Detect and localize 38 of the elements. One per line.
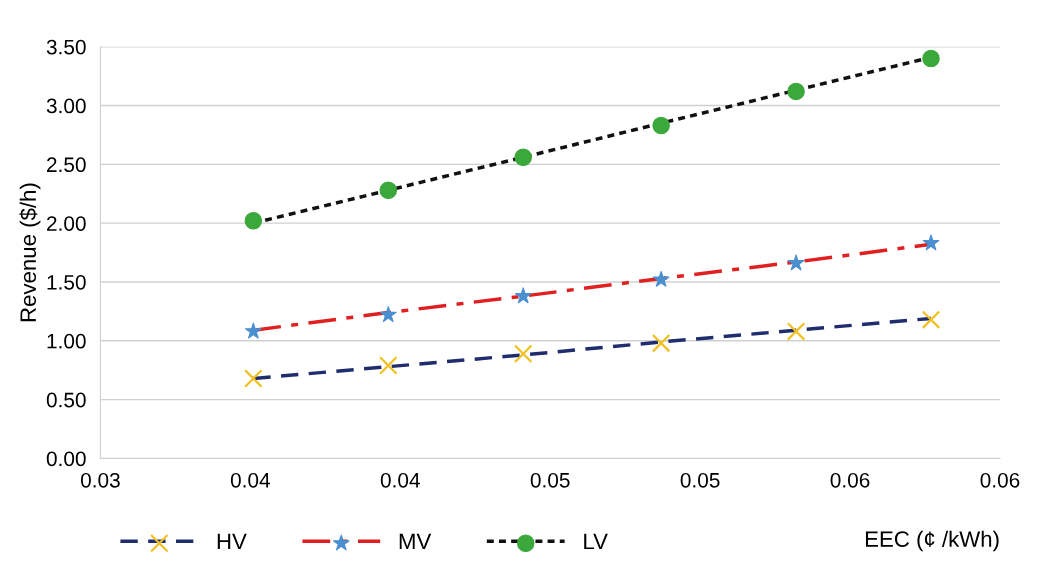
x-tick-label: 0.03: [80, 472, 120, 488]
point: [513, 344, 533, 364]
legend-label: MV: [399, 533, 432, 550]
y-tick-label: 3.00: [46, 98, 86, 114]
legend-label: HV: [217, 533, 247, 550]
point: [651, 333, 671, 353]
point: [787, 82, 805, 101]
y-tick-label: 0.00: [46, 451, 86, 467]
y-axis-title: Revenue ($/h): [19, 183, 41, 322]
x-tick-label: 0.06: [830, 472, 870, 488]
point: [786, 322, 806, 341]
point: [922, 234, 940, 251]
y-tick-label: 1.50: [47, 274, 86, 290]
point: [652, 116, 670, 135]
x-tick-label: 0.06: [980, 472, 1020, 488]
point: [922, 49, 940, 68]
y-tick-label: 0.50: [46, 392, 86, 408]
x-tick-label: 0.04: [230, 472, 271, 488]
y-tick-label: 2.50: [47, 157, 86, 173]
legend-label: LV: [584, 533, 608, 550]
point: [921, 310, 941, 329]
point: [378, 356, 398, 375]
x-tick-label: 0.05: [680, 472, 720, 488]
point: [787, 254, 805, 271]
x-axis-title: EEC (¢ /kWh): [865, 530, 999, 552]
y-tick-label: 3.50: [46, 39, 86, 55]
point: [244, 369, 263, 388]
point: [652, 270, 670, 287]
point: [244, 212, 263, 230]
point: [379, 306, 397, 323]
point: [514, 148, 532, 167]
y-tick-label: 2.00: [47, 216, 86, 231]
y-tick-label: 1.00: [47, 333, 86, 349]
point: [244, 322, 262, 339]
x-tick-label: 0.05: [530, 472, 570, 488]
x-tick-label: 0.04: [380, 472, 420, 488]
point: [379, 181, 398, 200]
point: [514, 287, 532, 304]
